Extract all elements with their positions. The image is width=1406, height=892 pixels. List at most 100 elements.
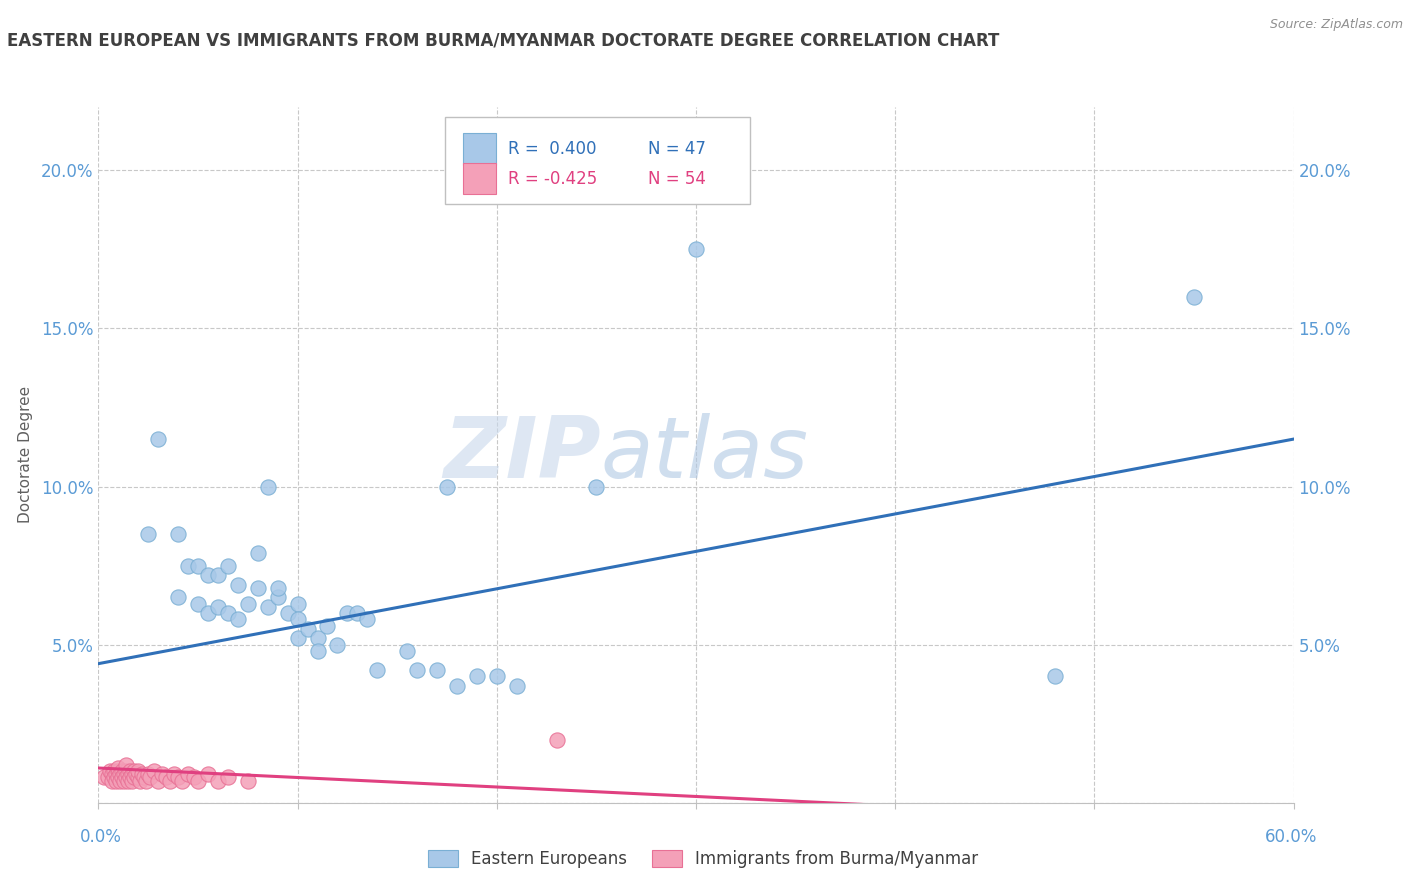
Point [163, 767, 186, 781]
Point [336, 606, 359, 620]
Point [256, 479, 278, 493]
Point [226, 577, 249, 591]
Point [346, 606, 368, 620]
Point [111, 764, 134, 779]
Point [177, 558, 200, 573]
Point [226, 612, 249, 626]
Point [436, 479, 458, 493]
Point [167, 527, 190, 541]
Point [256, 599, 278, 614]
Point [101, 773, 124, 788]
Point [125, 767, 148, 781]
Point [316, 618, 339, 632]
Point [217, 771, 239, 785]
Text: R =  0.400: R = 0.400 [509, 140, 596, 158]
Point [135, 773, 157, 788]
Point [465, 669, 488, 683]
Point [120, 764, 142, 779]
Point [112, 773, 135, 788]
Point [134, 771, 156, 785]
FancyBboxPatch shape [463, 163, 496, 194]
Point [396, 644, 419, 658]
Point [103, 764, 125, 779]
Point [506, 679, 529, 693]
Point [183, 771, 205, 785]
Point [148, 432, 170, 446]
Point [187, 597, 209, 611]
Text: 60.0%: 60.0% [1264, 828, 1317, 846]
Point [103, 771, 125, 785]
Point [107, 761, 129, 775]
FancyBboxPatch shape [463, 133, 496, 165]
Point [546, 732, 568, 747]
Point [307, 632, 329, 646]
Point [97, 771, 120, 785]
Point [217, 558, 239, 573]
Point [187, 558, 209, 573]
Point [107, 764, 129, 779]
Text: 0.0%: 0.0% [80, 828, 122, 846]
Point [267, 591, 290, 605]
Point [187, 773, 209, 788]
Point [115, 771, 138, 785]
Point [121, 773, 143, 788]
Text: N = 54: N = 54 [648, 169, 706, 187]
Point [155, 771, 177, 785]
Point [366, 663, 388, 677]
Point [101, 767, 124, 781]
Point [93, 771, 115, 785]
Point [246, 546, 269, 560]
Point [107, 771, 129, 785]
Point [406, 663, 429, 677]
Point [307, 644, 329, 658]
Point [326, 638, 349, 652]
Point [136, 767, 159, 781]
Point [139, 771, 162, 785]
Point [136, 527, 159, 541]
Point [236, 773, 259, 788]
Point [217, 606, 239, 620]
Point [197, 606, 219, 620]
Point [150, 767, 173, 781]
Point [127, 764, 149, 779]
Text: ZIP: ZIP [443, 413, 600, 497]
Point [131, 767, 153, 781]
Point [177, 767, 200, 781]
Point [127, 771, 149, 785]
Point [117, 773, 139, 788]
Point [121, 767, 143, 781]
Point [159, 773, 181, 788]
Point [197, 767, 219, 781]
Point [207, 773, 229, 788]
Point [287, 597, 309, 611]
Point [446, 679, 468, 693]
Point [207, 568, 229, 582]
Text: EASTERN EUROPEAN VS IMMIGRANTS FROM BURMA/MYANMAR DOCTORATE DEGREE CORRELATION C: EASTERN EUROPEAN VS IMMIGRANTS FROM BURM… [7, 31, 1000, 49]
Point [120, 771, 142, 785]
Point [1043, 669, 1066, 683]
Point [112, 767, 135, 781]
Point [124, 764, 146, 779]
Point [287, 632, 309, 646]
Point [148, 773, 170, 788]
Point [110, 773, 132, 788]
Point [124, 771, 146, 785]
Legend: Eastern Europeans, Immigrants from Burma/Myanmar: Eastern Europeans, Immigrants from Burma… [420, 843, 986, 875]
Point [267, 581, 290, 595]
FancyBboxPatch shape [444, 118, 749, 204]
Point [356, 612, 378, 626]
Point [100, 764, 122, 779]
Point [236, 597, 259, 611]
Point [117, 767, 139, 781]
Point [197, 568, 219, 582]
Point [426, 663, 449, 677]
Point [105, 773, 128, 788]
Point [110, 767, 132, 781]
Text: R = -0.425: R = -0.425 [509, 169, 598, 187]
Point [167, 591, 190, 605]
Point [585, 479, 607, 493]
Point [172, 773, 194, 788]
Point [115, 757, 138, 772]
Point [685, 243, 707, 257]
Point [105, 767, 128, 781]
